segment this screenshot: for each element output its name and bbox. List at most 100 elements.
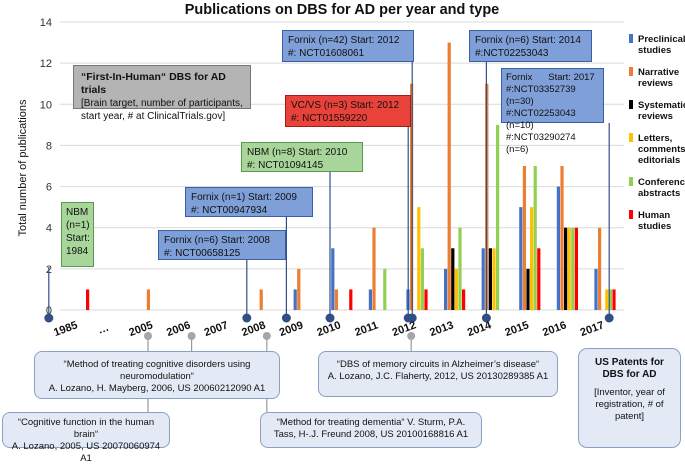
bar <box>571 227 575 310</box>
trial-line: #: NCT00658125 <box>164 248 241 259</box>
bar <box>612 289 616 310</box>
patent-authors: A. Lozano, J.C. Flaherty, 2012, US 20130… <box>327 371 549 382</box>
us-patents-subtitle: [Inventor, year of registration, # of pa… <box>594 387 665 422</box>
legend-label: editorials <box>638 155 680 166</box>
bar <box>492 248 496 310</box>
legend-label: Narrative <box>638 67 679 78</box>
bar <box>488 248 492 310</box>
trial-box-fornix-2012: Fornix (n=42) Start: 2012 #: NCT01608061 <box>282 30 414 62</box>
trial-line: #:NCT03290274 (n=6) <box>506 132 576 155</box>
trial-line: NBM <box>66 207 89 218</box>
trial-line: VC/VS (n=3) Start: 2012 <box>291 100 400 111</box>
patent-title: “Method for treating dementia“ V. Sturm,… <box>273 417 469 440</box>
legend-label: comments, <box>638 144 685 155</box>
patent-title: “Cognitive function in the human brain“ <box>17 417 155 440</box>
bar <box>86 289 90 310</box>
legend-label: studies <box>638 45 671 56</box>
trial-line: #: NCT01608061 <box>288 48 365 59</box>
trial-box-fornix-2017: Fornix Start: 2017 #:NCT03352739 (n=30) … <box>501 68 604 155</box>
trial-line: #:NCT03352739 (n=30) <box>506 84 576 107</box>
bar <box>605 289 609 310</box>
bar <box>533 166 537 310</box>
bar <box>564 227 568 310</box>
x-tick-label: 2010 <box>315 319 342 339</box>
bar <box>574 227 578 310</box>
legend-label: reviews <box>638 78 673 89</box>
bar <box>519 207 523 310</box>
legend-swatch <box>629 67 633 76</box>
bar <box>372 227 376 310</box>
trial-marker <box>604 313 614 323</box>
trial-marker <box>403 313 413 323</box>
trial-marker <box>281 313 291 323</box>
x-tick-label: 2016 <box>541 319 568 339</box>
patent-marker <box>262 332 271 340</box>
legend-label: reviews <box>638 111 673 122</box>
patent-box-2006: “Method of treating cognitive disorders … <box>34 351 280 399</box>
bar <box>462 289 466 310</box>
y-tick-label: 8 <box>46 140 52 152</box>
chart-title: Publications on DBS for AD per year and … <box>185 2 500 18</box>
trial-line: (n=1) <box>66 220 90 231</box>
bar <box>420 248 424 310</box>
trial-box-nbm-2010: NBM (n=8) Start: 2010 #: NCT01094145 <box>241 142 363 172</box>
patent-box-2012: “DBS of memory circuits in Alzheimer’s d… <box>318 351 558 397</box>
x-tick-label: 2007 <box>203 319 230 339</box>
trial-marker <box>44 313 54 323</box>
bar <box>417 207 421 310</box>
legend-swatch <box>629 100 633 109</box>
bar <box>537 248 541 310</box>
trial-marker <box>242 313 252 323</box>
publications-chart: Publications on DBS for AD per year and … <box>17 2 685 412</box>
timeline-leaders <box>44 62 614 412</box>
patent-box-2008: “Method for treating dementia“ V. Sturm,… <box>260 412 482 448</box>
y-axis-label: Total number of publications <box>17 99 29 236</box>
bar <box>297 268 301 310</box>
trial-line: #:NCT02253043 <box>475 48 549 59</box>
us-patents-key: US Patents for DBS for AD [Inventor, yea… <box>578 348 681 448</box>
trial-line: Fornix (n=42) Start: 2012 <box>288 35 400 46</box>
legend-swatch <box>629 210 633 219</box>
trial-box-fornix-2009: Fornix (n=1) Start: 2009 #: NCT00947934 <box>185 187 313 217</box>
trial-line: Fornix Start: 2017 <box>506 72 595 83</box>
legend-label: studies <box>638 221 671 232</box>
patent-marker <box>407 332 416 340</box>
trial-box-fornix-2014: Fornix (n=6) Start: 2014 #:NCT02253043 <box>469 30 592 62</box>
trial-marker <box>481 313 491 323</box>
y-tick-label: 14 <box>40 17 52 29</box>
legend-swatch <box>629 133 633 142</box>
trial-line: Start: <box>66 233 90 244</box>
trial-marker <box>325 313 335 323</box>
us-patents-title-line: US Patents for <box>595 357 664 368</box>
legend-label: Human <box>638 210 670 221</box>
y-tick-label: 10 <box>40 99 52 111</box>
legend-label: Systematic <box>638 100 685 111</box>
trial-line: Fornix (n=6) Start: 2014 <box>475 35 581 46</box>
bar <box>383 268 387 310</box>
bar <box>259 289 263 310</box>
patent-title: “DBS of memory circuits in Alzheimer’s d… <box>336 359 540 370</box>
trial-line: Fornix (n=6) Start: 2008 <box>164 235 270 246</box>
bar <box>496 124 500 310</box>
bar <box>444 268 448 310</box>
x-tick-label: 2015 <box>503 319 530 339</box>
trial-box-nbm-1984: NBM (n=1) Start: 1984 <box>61 202 94 267</box>
patent-marker <box>144 332 152 340</box>
trial-line: Fornix (n=1) Start: 2009 <box>191 192 297 203</box>
bar <box>334 289 338 310</box>
bar <box>526 268 530 310</box>
trial-box-vcvs-2012: VC/VS (n=3) Start: 2012 #: NCT01559220 <box>285 95 411 127</box>
us-patents-title-line: DBS for AD <box>602 369 657 380</box>
trial-line: #: NCT01559220 <box>291 113 368 124</box>
bar <box>530 207 534 310</box>
bar <box>560 166 564 310</box>
bar <box>146 289 150 310</box>
trial-line: NBM (n=8) Start: 2010 <box>247 147 348 158</box>
patent-authors: A. Lozano, 2005, US 20070060974 A1 <box>11 441 161 464</box>
bar <box>567 227 571 310</box>
bar <box>608 289 612 310</box>
legend: PreclinicalstudiesNarrativereviewsSystem… <box>629 34 685 232</box>
x-tick-label: 2014 <box>466 319 494 339</box>
bar <box>454 268 458 310</box>
trial-box-fornix-2008: Fornix (n=6) Start: 2008 #: NCT00658125 <box>158 230 286 260</box>
